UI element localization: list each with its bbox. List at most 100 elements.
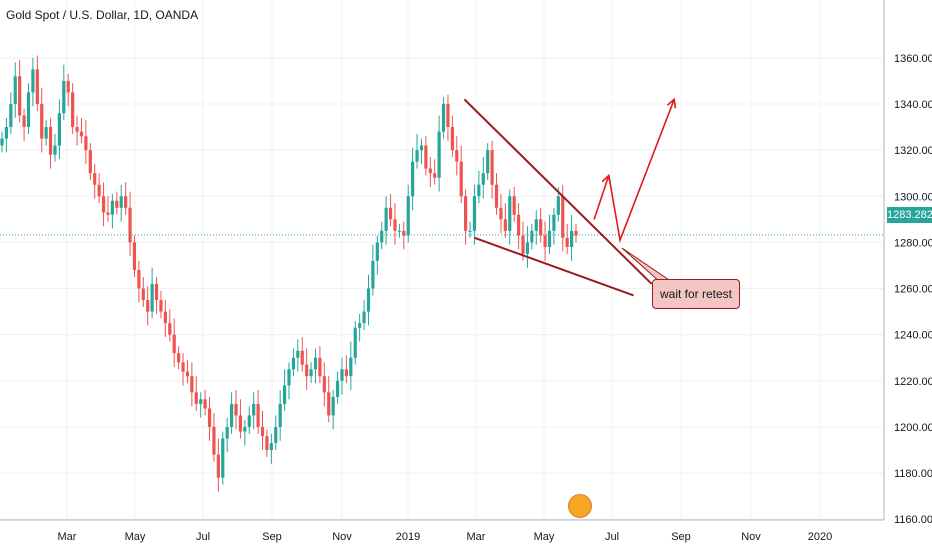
- candle-body: [124, 196, 128, 208]
- candle-body: [265, 436, 269, 451]
- x-tick-label: May: [534, 531, 555, 543]
- candle-body: [106, 212, 110, 215]
- candle-body: [464, 196, 468, 231]
- candle-body: [380, 230, 384, 243]
- candle-body: [424, 145, 428, 169]
- x-tick-label: Mar: [467, 531, 486, 543]
- candle-body: [110, 200, 114, 215]
- candle-body: [278, 403, 282, 427]
- candle-body: [508, 196, 512, 231]
- projection-path: [593, 99, 675, 244]
- candle-body: [296, 350, 300, 358]
- candle-body: [530, 230, 534, 243]
- x-tick-label: Jul: [196, 531, 210, 543]
- candle-body: [141, 288, 145, 301]
- candle-body: [411, 161, 415, 197]
- candle-body: [256, 403, 260, 427]
- y-tick-label: 1340.000: [894, 99, 932, 111]
- lower-trendline: [474, 236, 634, 297]
- candle-body: [433, 173, 437, 178]
- candle-body: [168, 323, 172, 335]
- candle-body: [0, 138, 4, 146]
- candle-body: [494, 184, 499, 208]
- x-tick-label: 2020: [808, 531, 832, 543]
- candle-body: [203, 399, 207, 409]
- x-tick-label: Jul: [605, 531, 619, 543]
- candle-body: [221, 438, 225, 478]
- current-price-badge: 1283.282: [887, 207, 932, 223]
- y-tick-label: 1160.000: [894, 514, 932, 526]
- candle-body: [437, 131, 441, 178]
- candle-body: [75, 127, 79, 132]
- candle-body: [335, 380, 340, 397]
- candle-body: [66, 80, 70, 93]
- candle-body: [230, 403, 234, 427]
- candle-body: [132, 242, 137, 271]
- candle-body: [101, 196, 106, 213]
- candle-body: [503, 219, 507, 231]
- y-tick-label: 1260.000: [894, 284, 932, 296]
- candle-body: [397, 230, 401, 232]
- candle-body: [419, 145, 424, 151]
- candle-body: [561, 196, 565, 238]
- candle-body: [31, 69, 35, 93]
- candle-body: [327, 392, 331, 416]
- candle-body: [243, 426, 247, 432]
- candle-body: [9, 103, 13, 128]
- y-tick-label: 1320.000: [894, 145, 932, 157]
- candle-body: [163, 311, 167, 324]
- candle-body: [269, 443, 273, 451]
- y-tick-label: 1300.000: [894, 191, 932, 203]
- candle-body: [177, 353, 181, 363]
- candle-body: [274, 426, 278, 444]
- candle-body: [291, 357, 296, 370]
- candle-body: [340, 369, 344, 381]
- candle-body: [499, 207, 503, 220]
- y-tick-label: 1220.000: [894, 376, 932, 388]
- candle-body: [353, 327, 357, 358]
- y-tick-label: 1280.000: [894, 237, 932, 249]
- candle-body: [539, 219, 543, 236]
- candle-body: [565, 237, 569, 248]
- x-tick-label: Sep: [671, 531, 691, 543]
- candle-body: [375, 242, 379, 261]
- candle-body: [128, 207, 132, 243]
- x-tick-label: 2019: [396, 531, 420, 543]
- candle-body: [53, 145, 57, 155]
- candle-body: [252, 403, 256, 416]
- candle-body: [569, 230, 574, 248]
- candle-body: [481, 173, 485, 185]
- candle-body: [313, 357, 318, 370]
- candle-body: [154, 283, 159, 301]
- candle-body: [477, 184, 481, 197]
- x-tick-label: Sep: [262, 531, 282, 543]
- candle-body: [79, 131, 84, 137]
- candle-body: [525, 242, 530, 254]
- candle-body: [44, 127, 48, 139]
- candle-body: [247, 415, 251, 427]
- candle-body: [172, 334, 176, 354]
- candle-body: [547, 230, 552, 248]
- candle-body: [115, 200, 119, 208]
- candle-body: [472, 196, 477, 231]
- x-tick-label: Mar: [58, 531, 77, 543]
- y-tick-label: 1360.000: [894, 53, 932, 65]
- y-tick-label: 1200.000: [894, 422, 932, 434]
- candle-body: [150, 283, 154, 312]
- candle-body: [393, 219, 397, 231]
- candle-body: [62, 80, 66, 114]
- candle-body: [486, 150, 490, 174]
- candle-body: [238, 415, 243, 432]
- candle-body: [18, 76, 22, 116]
- candle-body: [322, 376, 326, 393]
- candle-body: [35, 69, 39, 104]
- candle-body: [441, 103, 446, 132]
- candle-body: [48, 127, 53, 155]
- candle-body: [556, 196, 560, 215]
- candle-body: [88, 150, 92, 174]
- candle-body: [207, 408, 212, 427]
- y-tick-label: 1240.000: [894, 330, 932, 342]
- candle-body: [512, 196, 516, 215]
